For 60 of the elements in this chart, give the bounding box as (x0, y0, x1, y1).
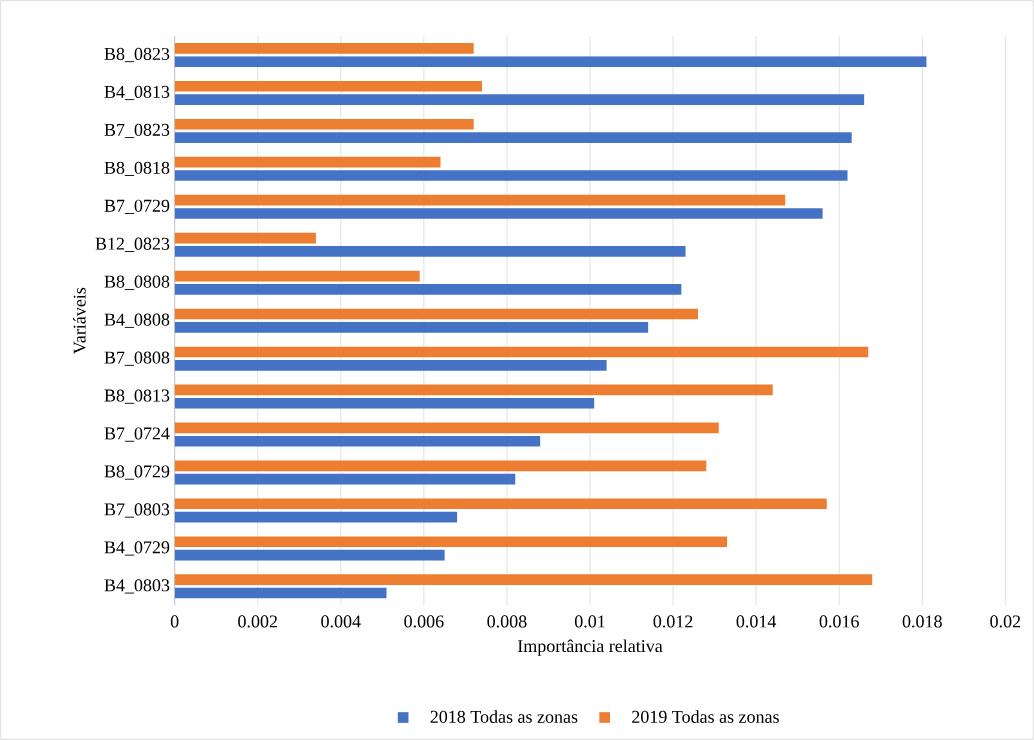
y-tick-label: B7_0808 (104, 351, 170, 366)
y-tick-label: B8_0808 (104, 275, 170, 290)
bar (174, 574, 873, 586)
x-tick-label: 0.004 (321, 615, 361, 628)
bar (174, 132, 852, 143)
bar (174, 94, 865, 105)
x-tick-label: 0.002 (238, 615, 277, 628)
bar (174, 284, 682, 295)
bar (174, 536, 728, 548)
legend-label: 2019 Todas as zonas (632, 710, 779, 723)
bar (174, 346, 869, 358)
bar (174, 246, 686, 257)
bar (174, 549, 445, 561)
y-axis-title: Variáveis (73, 287, 86, 354)
bar (174, 511, 458, 523)
x-tick-label: 0.018 (902, 615, 942, 628)
x-tick-label: 0.014 (736, 615, 777, 628)
x-tick-label: 0.012 (653, 615, 693, 628)
bar (174, 587, 387, 599)
y-tick-label: B7_0803 (104, 503, 170, 518)
y-tick-label: B8_0823 (104, 47, 170, 63)
bar (174, 359, 607, 371)
bar (174, 498, 827, 510)
bar (174, 232, 316, 244)
bar (174, 322, 649, 333)
x-tick-label: 0.02 (990, 615, 1021, 628)
bar (174, 170, 848, 181)
x-tick-label: 0 (170, 615, 179, 628)
bar (174, 397, 595, 409)
bar (174, 473, 516, 485)
bar (174, 156, 441, 168)
bar (174, 384, 773, 396)
y-tick-label: B7_0724 (104, 427, 170, 442)
bar (174, 308, 698, 320)
x-axis-title: Importância relativa (517, 639, 663, 656)
y-tick-label: B4_0803 (104, 579, 170, 594)
legend-label: 2018 Todas as zonas (430, 710, 578, 723)
y-tick-label: B4_0813 (104, 85, 170, 101)
bar (174, 194, 786, 206)
y-tick-label: B12_0823 (95, 237, 170, 252)
x-tick-label: 0.008 (487, 615, 527, 628)
x-tick-label: 0.01 (574, 615, 605, 628)
bar (174, 42, 474, 54)
bar (174, 80, 483, 92)
y-tick-label: B8_0813 (104, 389, 170, 404)
bar (174, 56, 927, 67)
y-tick-label: B8_0818 (104, 161, 170, 176)
bar (174, 422, 719, 434)
y-tick-label: B7_0729 (104, 199, 170, 214)
bar (174, 435, 541, 447)
y-tick-label: B4_0808 (104, 313, 170, 328)
bar (174, 460, 707, 472)
bar (174, 270, 420, 282)
y-tick-label: B8_0729 (104, 465, 170, 480)
bar (174, 208, 823, 219)
y-tick-label: B7_0823 (104, 123, 170, 139)
y-tick-label: B4_0729 (104, 541, 170, 556)
bar (174, 118, 474, 130)
x-tick-label: 0.006 (404, 615, 444, 628)
x-tick-label: 0.016 (819, 615, 859, 628)
